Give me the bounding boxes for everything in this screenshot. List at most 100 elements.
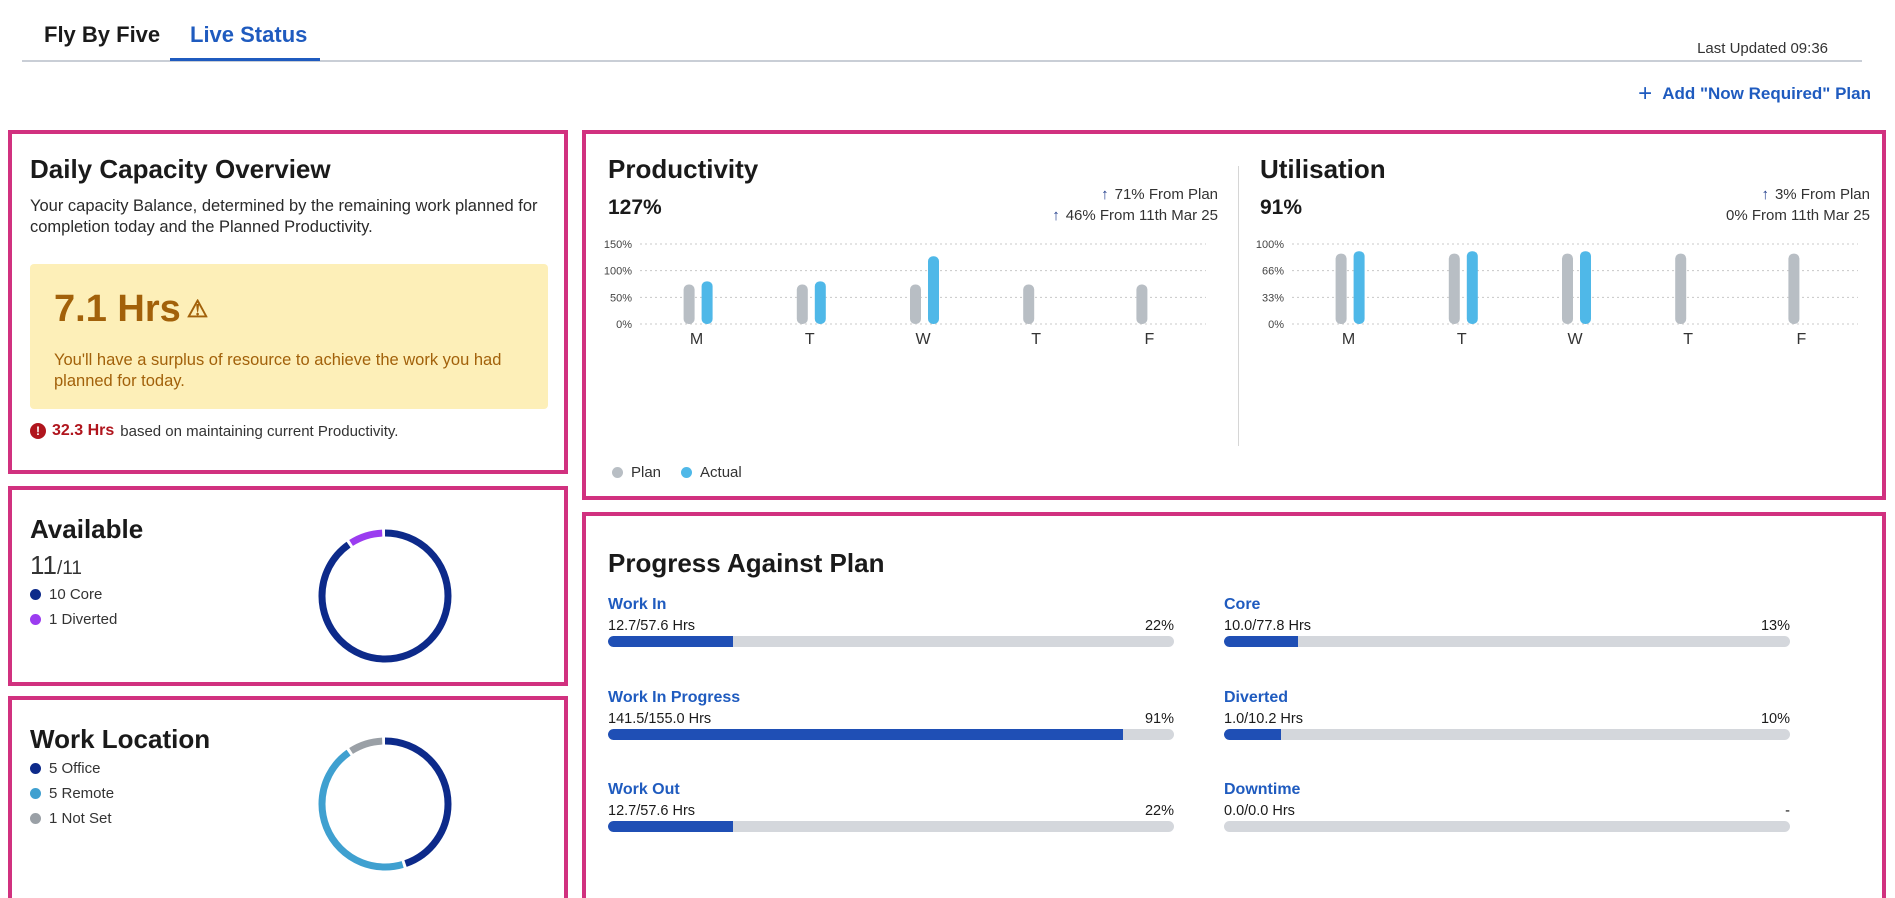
progress-item: Downtime 0.0/0.0 Hrs - <box>1224 781 1790 832</box>
tab-live-status[interactable]: Live Status <box>190 22 308 47</box>
arrow-up-icon: ↑ <box>1101 186 1109 203</box>
bar-actual <box>1580 251 1591 324</box>
progress-item-value: 10.0/77.8 Hrs <box>1224 618 1312 634</box>
legend-dot <box>30 614 41 625</box>
y-tick-label: 50% <box>610 292 632 304</box>
progress-item: Work In Progress 141.5/155.0 Hrs 91% <box>608 689 1174 740</box>
progress-bar <box>1224 729 1790 740</box>
productivity-alert: ! 32.3 Hrs based on maintaining current … <box>30 422 398 440</box>
legend-item: 5 Remote <box>30 781 114 806</box>
x-tick-label: T <box>1457 331 1467 348</box>
bar-actual <box>1353 251 1365 324</box>
progress-item-values: 141.5/155.0 Hrs 91% <box>608 711 1174 727</box>
productivity-section: Productivity 127% ↑ 71% From Plan ↑ 46% … <box>586 134 1238 496</box>
productivity-utilisation-panel: Productivity 127% ↑ 71% From Plan ↑ 46% … <box>582 130 1886 500</box>
progress-item-name[interactable]: Work In <box>608 596 667 613</box>
chart-legend: Plan Actual <box>612 464 742 481</box>
error-icon: ! <box>30 423 46 439</box>
legend-dot <box>681 467 693 478</box>
progress-item-value: 12.7/57.6 Hrs <box>608 803 696 819</box>
legend-item-actual: Actual <box>681 464 742 481</box>
bar-actual <box>814 281 826 324</box>
progress-item-value: 0.0/0.0 Hrs <box>1224 803 1295 819</box>
daily-capacity-panel: Daily Capacity Overview Your capacity Ba… <box>8 130 568 474</box>
productivity-title: Productivity <box>608 154 759 184</box>
legend-item: 1 Diverted <box>30 607 117 632</box>
capacity-description: Your capacity Balance, determined by the… <box>30 197 538 236</box>
utilisation-delta-plan: ↑ 3% From Plan <box>1761 186 1870 203</box>
bar-plan <box>1675 253 1687 324</box>
y-tick-label: 100% <box>1256 239 1284 251</box>
legend-dot <box>612 467 623 478</box>
work-location-panel: Work Location 5 Office 5 Remote 1 Not Se… <box>8 696 568 898</box>
x-tick-label: W <box>1567 331 1583 348</box>
progress-item-values: 12.7/57.6 Hrs 22% <box>608 803 1174 819</box>
y-tick-label: 66% <box>1262 266 1284 278</box>
y-tick-label: 0% <box>1268 319 1284 331</box>
surplus-value-row: 7.1 Hrs ⚠ <box>54 288 208 331</box>
work-location-donut-chart <box>318 737 452 871</box>
bar-plan <box>1335 253 1347 324</box>
legend-label: 5 Remote <box>49 785 115 802</box>
work-location-donut-segment <box>318 737 452 871</box>
progress-item: Diverted 1.0/10.2 Hrs 10% <box>1224 689 1790 740</box>
arrow-up-icon: ↑ <box>1761 186 1769 203</box>
tab-fly-by-five[interactable]: Fly By Five <box>44 22 161 47</box>
progress-bar-fill <box>608 636 733 647</box>
available-donut-segment <box>318 529 452 663</box>
x-tick-label: M <box>690 331 703 348</box>
progress-item-name[interactable]: Diverted <box>1224 689 1289 706</box>
last-updated-text: Last Updated 09:36 <box>1697 40 1828 57</box>
progress-item-pct: 91% <box>1144 711 1174 727</box>
progress-item-values: 0.0/0.0 Hrs - <box>1224 803 1790 819</box>
progress-item-values: 1.0/10.2 Hrs 10% <box>1224 711 1790 727</box>
progress-item-pct: 10% <box>1760 711 1790 727</box>
progress-bar-fill <box>608 821 733 832</box>
progress-item-name[interactable]: Downtime <box>1224 781 1301 798</box>
surplus-value: 7.1 Hrs <box>54 288 181 330</box>
y-tick-label: 33% <box>1262 292 1284 304</box>
progress-bar-fill <box>608 729 1124 740</box>
legend-label: Actual <box>700 464 742 481</box>
progress-bar-fill <box>1224 729 1281 740</box>
utilisation-section: Utilisation 91% ↑ 3% From Plan 0% From 1… <box>1238 134 1890 496</box>
plus-icon: + <box>1638 80 1653 107</box>
progress-item-values: 10.0/77.8 Hrs 13% <box>1224 618 1790 634</box>
y-tick-label: 100% <box>604 266 632 278</box>
y-tick-label: 0% <box>616 319 632 331</box>
legend-label: 5 Office <box>49 760 101 777</box>
x-tick-label: T <box>805 331 815 348</box>
legend-dot <box>30 589 41 600</box>
progress-item-name[interactable]: Core <box>1224 596 1261 613</box>
available-title: Available <box>30 514 144 544</box>
progress-item-pct: 13% <box>1760 618 1790 634</box>
bar-plan <box>1136 284 1148 324</box>
legend-label: Plan <box>631 464 662 481</box>
bar-actual <box>1466 251 1478 324</box>
progress-item-value: 1.0/10.2 Hrs <box>1224 711 1303 727</box>
productivity-delta-plan: ↑ 71% From Plan <box>1101 186 1218 203</box>
productivity-delta-prev-text: 46% From 11th Mar 25 <box>1065 207 1218 224</box>
chart-divider <box>1238 166 1239 446</box>
legend-label: 10 Core <box>49 586 103 603</box>
legend-dot <box>30 813 41 824</box>
x-tick-label: M <box>1342 331 1355 348</box>
available-donut-chart <box>318 529 452 663</box>
progress-bar <box>1224 821 1790 832</box>
x-tick-label: T <box>1031 331 1041 348</box>
bar-plan <box>1562 253 1573 324</box>
bar-plan <box>1448 253 1460 324</box>
progress-item-name[interactable]: Work Out <box>608 781 680 798</box>
available-count: 11/11 <box>30 550 82 581</box>
productivity-delta-plan-text: 71% From Plan <box>1114 186 1218 203</box>
progress-item-values: 12.7/57.6 Hrs 22% <box>608 618 1174 634</box>
bar-actual <box>701 281 713 324</box>
legend-dot <box>30 763 41 774</box>
bar-actual <box>928 256 939 324</box>
add-now-required-plan-button[interactable]: + Add "Now Required" Plan <box>1638 82 1871 106</box>
progress-bar-fill <box>1224 636 1298 647</box>
warning-triangle-icon: ⚠ <box>186 296 209 323</box>
productivity-value: 127% <box>608 196 662 219</box>
available-panel: Available 11/11 10 Core 1 Diverted <box>8 486 568 686</box>
progress-item-name[interactable]: Work In Progress <box>608 689 741 706</box>
